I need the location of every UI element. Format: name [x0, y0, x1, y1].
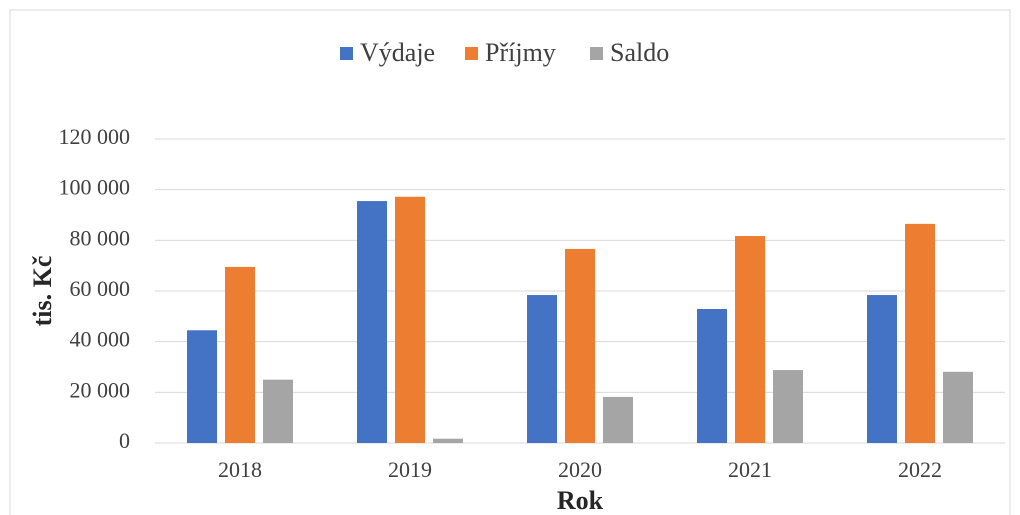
y-tick-label: 20 000: [70, 377, 131, 402]
bar: [187, 330, 217, 443]
bar: [225, 266, 255, 443]
bar: [263, 379, 293, 443]
y-tick-label: 60 000: [70, 276, 131, 301]
x-tick-label: 2019: [388, 457, 432, 482]
bar: [395, 196, 425, 443]
legend-swatch: [590, 47, 603, 60]
legend-swatch: [340, 47, 353, 60]
x-tick-label: 2022: [898, 457, 942, 482]
bar: [905, 223, 935, 443]
bar: [357, 201, 387, 443]
y-tick-label: 80 000: [70, 225, 131, 250]
y-tick-label: 0: [119, 428, 130, 453]
x-tick-label: 2021: [728, 457, 772, 482]
bar: [433, 438, 463, 443]
bar: [735, 236, 765, 443]
y-tick-label: 100 000: [59, 175, 131, 200]
y-axis-title: tis. Kč: [28, 256, 57, 327]
bar: [697, 308, 727, 443]
x-tick-label: 2018: [218, 457, 262, 482]
bar: [565, 248, 595, 443]
y-tick-label: 120 000: [59, 124, 131, 149]
x-tick-label: 2020: [558, 457, 602, 482]
x-axis-title: Rok: [557, 486, 604, 515]
y-tick-label: 40 000: [70, 327, 131, 352]
legend-label: Výdaje: [360, 38, 435, 67]
legend-label: Příjmy: [485, 38, 556, 67]
legend-label: Saldo: [610, 38, 669, 67]
legend-swatch: [465, 47, 478, 60]
bar: [867, 295, 897, 443]
bar: [773, 370, 803, 443]
bar: [943, 371, 973, 443]
bar: [527, 295, 557, 443]
bar: [603, 396, 633, 443]
chart-border: [9, 9, 1011, 515]
